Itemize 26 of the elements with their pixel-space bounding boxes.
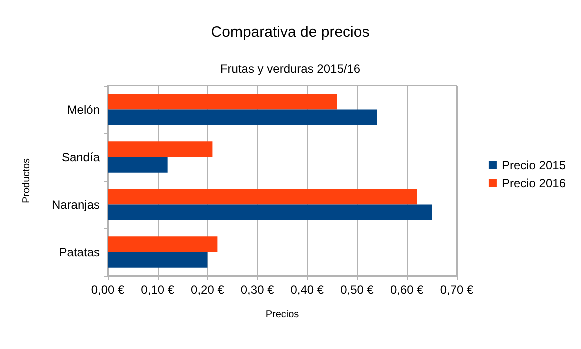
x-tick-label: 0,40 € xyxy=(290,283,324,297)
bar xyxy=(108,204,432,220)
legend-label: Precio 2015 xyxy=(502,158,566,172)
x-tick-label: 0,10 € xyxy=(141,283,175,297)
x-tick-label: 0,50 € xyxy=(340,283,374,297)
bar xyxy=(108,142,213,158)
y-axis-title: Productos xyxy=(22,158,32,204)
x-tick-label: 0,60 € xyxy=(390,283,424,297)
x-tick-label: 0,00 € xyxy=(91,283,125,297)
bar xyxy=(108,236,218,252)
y-tick-label: Patatas xyxy=(59,245,100,260)
x-tick-label: 0,30 € xyxy=(240,283,275,297)
bar xyxy=(108,110,378,126)
x-axis-title: Precios xyxy=(266,310,300,320)
x-tick-label: 0,20 € xyxy=(191,283,225,297)
bar xyxy=(108,157,168,173)
bar xyxy=(108,94,338,110)
x-tick-label: 0,70 € xyxy=(440,283,474,297)
y-tick-label: Sandía xyxy=(62,150,100,164)
chart-subtitle: Frutas y verduras 2015/16 xyxy=(220,62,361,76)
y-tick-label: Melón xyxy=(67,102,100,117)
chart-title: Comparativa de precios xyxy=(211,24,370,41)
legend-label: Precio 2016 xyxy=(502,176,566,190)
y-tick-label: Naranjas xyxy=(52,198,100,212)
bar xyxy=(108,189,418,205)
bar xyxy=(108,252,208,268)
